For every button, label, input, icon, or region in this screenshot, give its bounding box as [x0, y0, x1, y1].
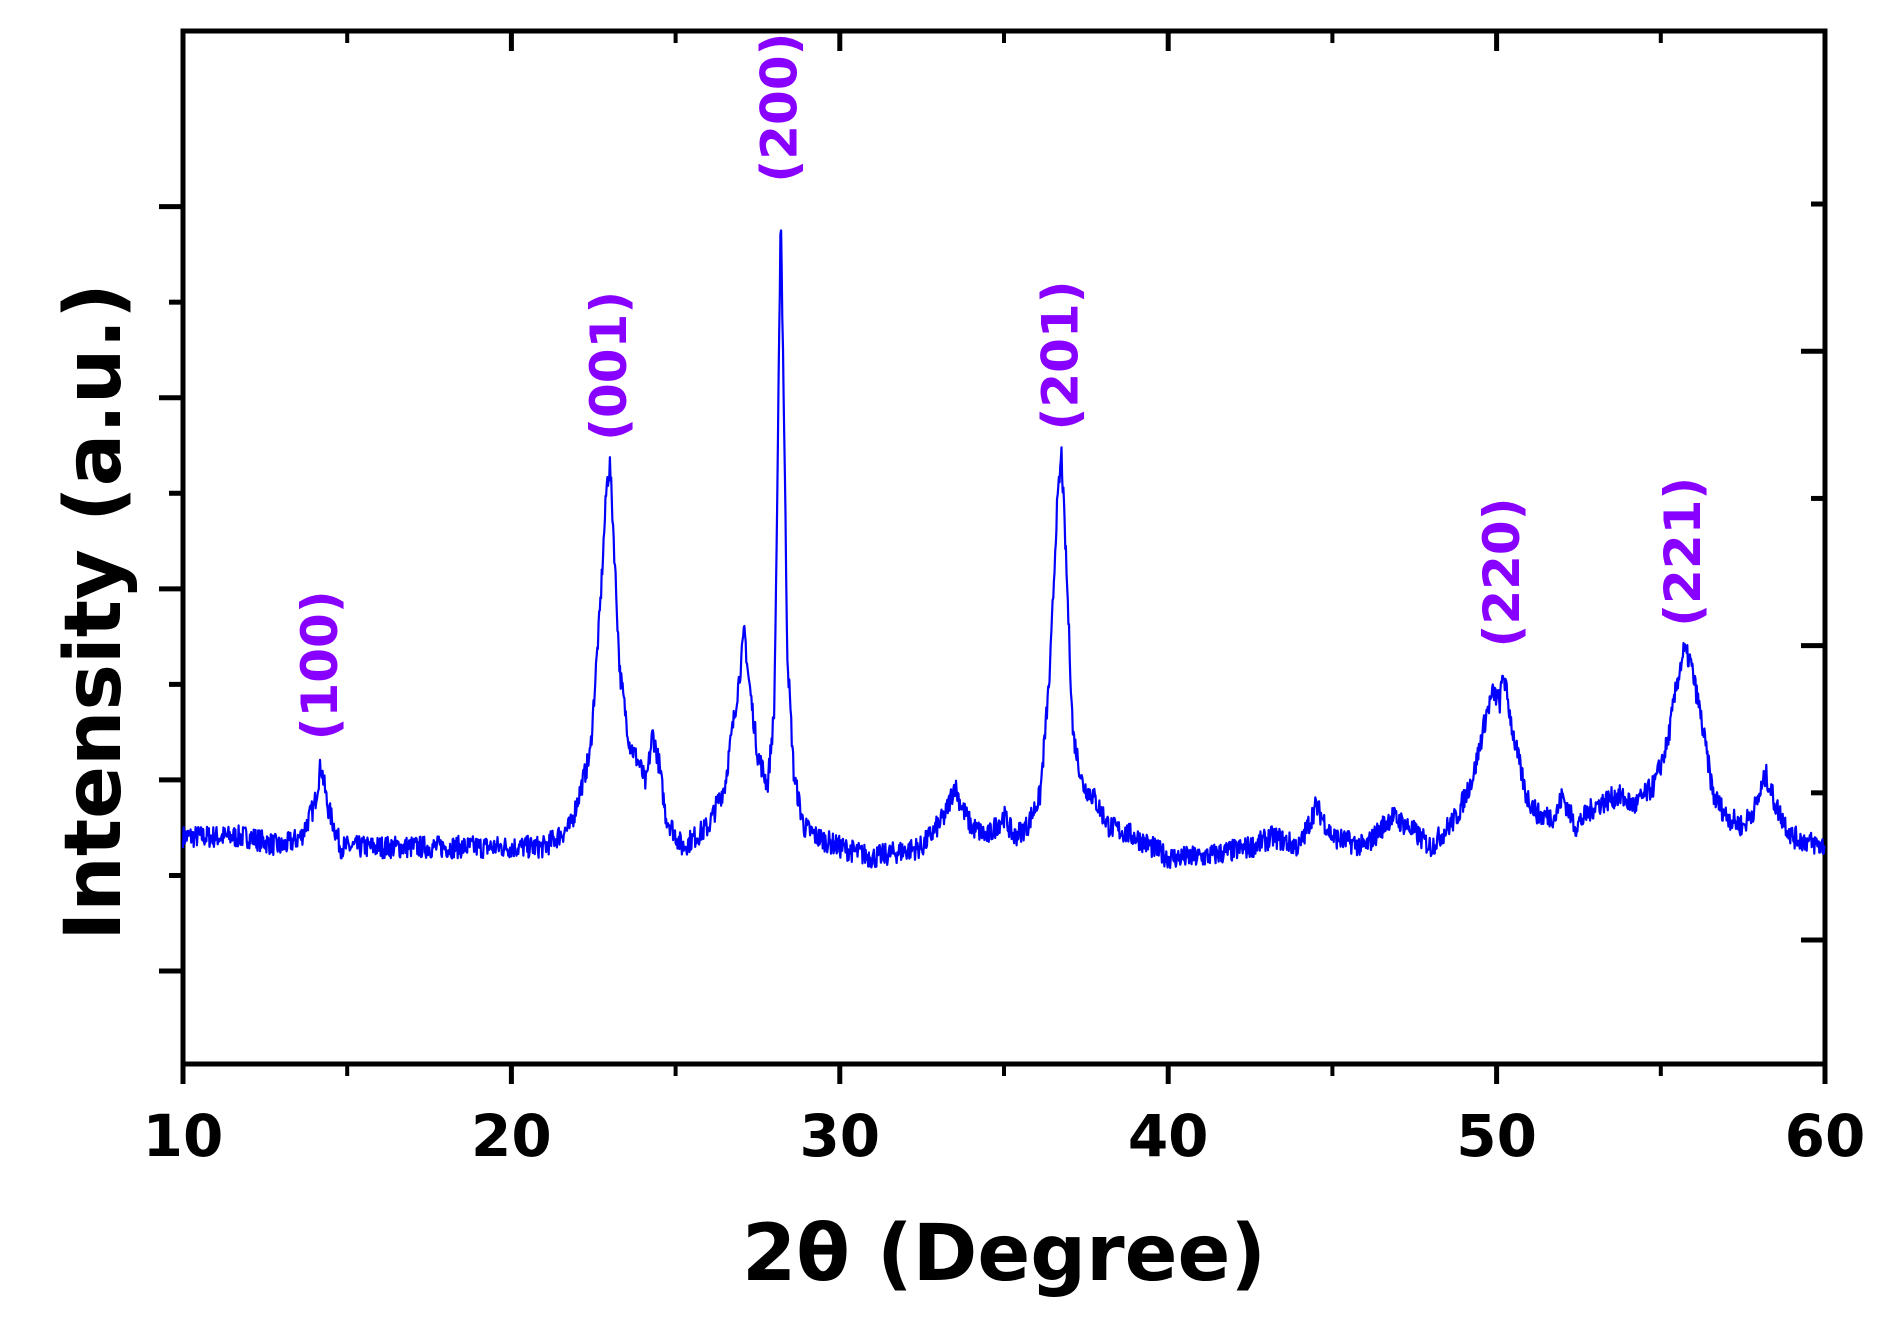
plot-frame: [180, 28, 1828, 1067]
x-tick-label: 20: [471, 1102, 552, 1170]
x-axis-title: 2θ (Degree): [742, 1209, 1266, 1299]
axis-ticks: [159, 31, 1828, 1084]
peak-label: (201): [1032, 280, 1090, 430]
x-tick-label: 50: [1456, 1102, 1537, 1170]
y-axis-title: Intensity (a.u.): [49, 283, 139, 940]
peak-label: (200): [751, 33, 809, 183]
series-line: [181, 229, 1826, 869]
x-tick-label: 30: [799, 1102, 880, 1170]
x-tick-label: 60: [1785, 1102, 1866, 1170]
x-tick-label: 40: [1128, 1102, 1209, 1170]
peak-label: (001): [580, 291, 638, 441]
x-tick-labels: 10 20 30 40 50 60: [143, 1102, 1866, 1170]
peak-labels: (100) (001) (200) (201) (220) (221): [291, 33, 1712, 741]
peak-label: (100): [291, 590, 349, 740]
peak-label: (221): [1654, 477, 1712, 627]
x-tick-label: 10: [143, 1102, 224, 1170]
peak-label: (220): [1473, 497, 1531, 647]
